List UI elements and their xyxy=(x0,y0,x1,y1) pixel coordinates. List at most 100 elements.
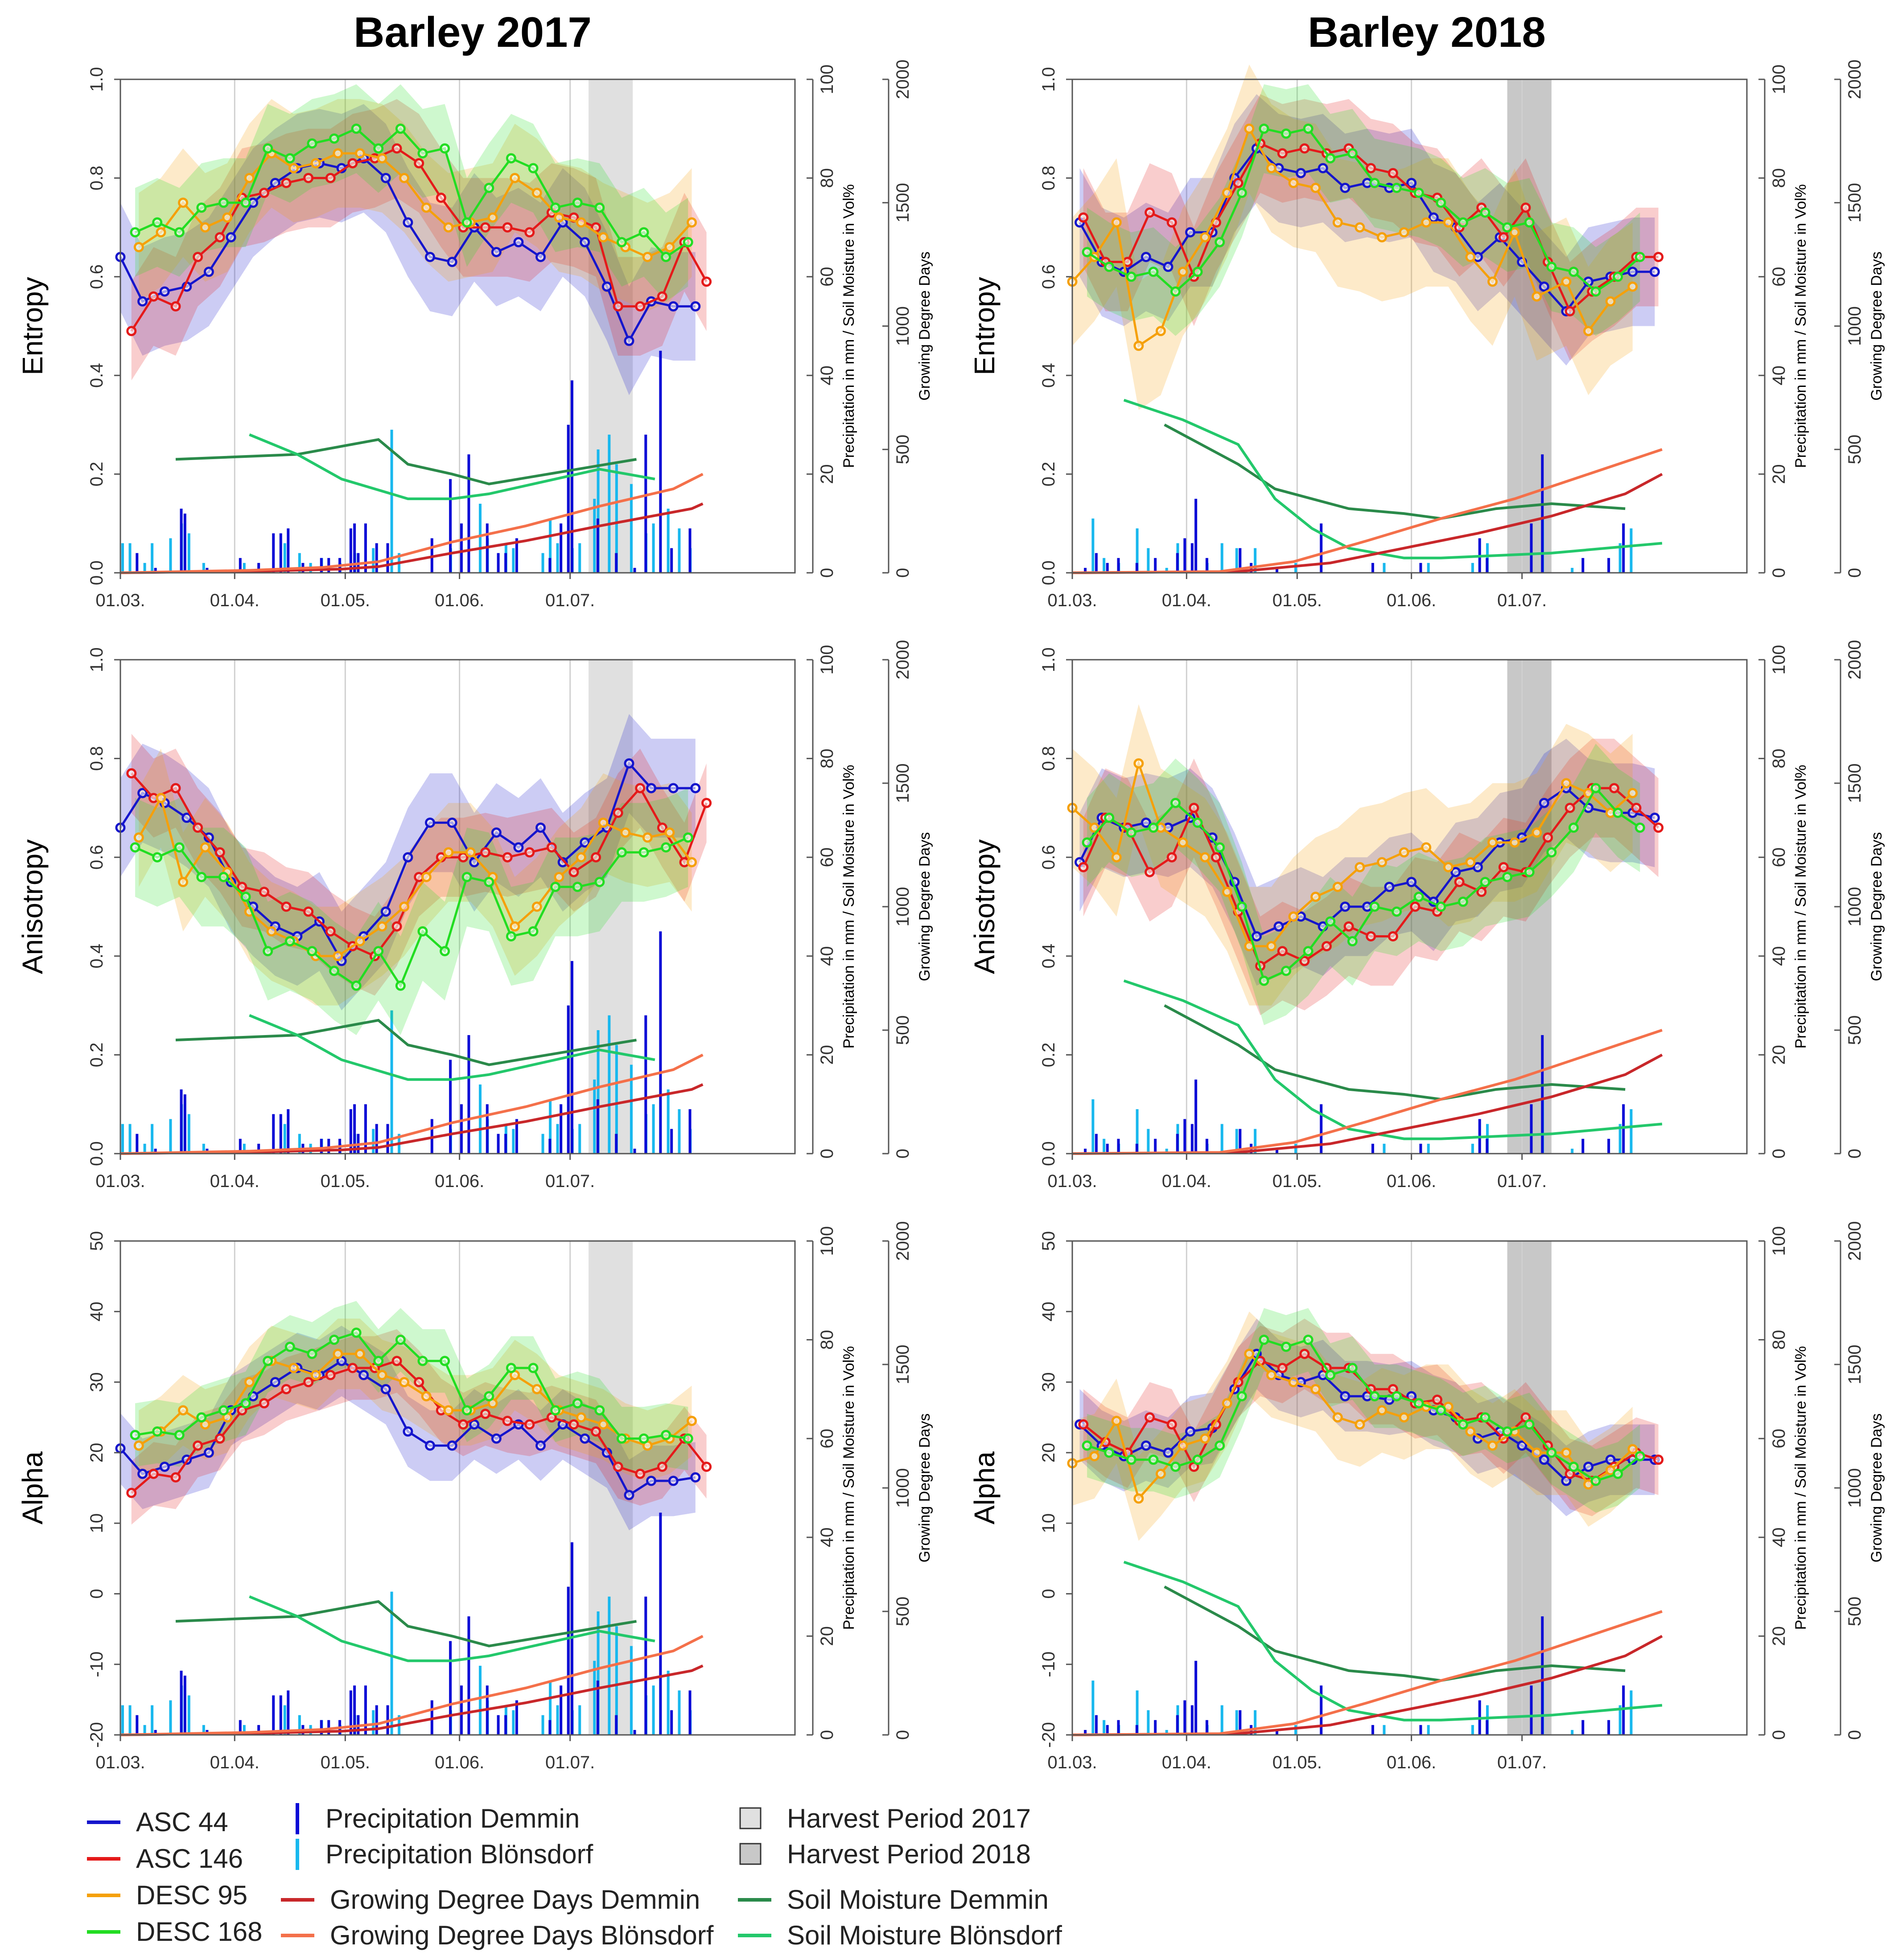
asc146-point xyxy=(1233,177,1244,188)
precip-demmin-bar xyxy=(353,523,356,573)
legend-swatch-precip-blonsdorf xyxy=(296,1839,299,1870)
asc146-point xyxy=(325,926,336,937)
asc146-point xyxy=(1343,921,1354,932)
asc44-point xyxy=(1406,877,1417,888)
tertiary-tick-label: 0 xyxy=(893,568,913,578)
desc95-uncertainty-band xyxy=(1072,704,1633,1006)
precip-demmin-bar xyxy=(1095,1134,1098,1154)
y-tick-label: 0.6 xyxy=(87,264,107,289)
precip-blonsdorf-bar xyxy=(478,504,482,573)
precip-demmin-bar xyxy=(560,523,563,573)
precip-demmin-bar xyxy=(320,1138,323,1154)
tertiary-tick-label: 500 xyxy=(893,1015,913,1045)
precip-blonsdorf-bar xyxy=(1427,1725,1430,1735)
desc95-point xyxy=(687,1416,697,1426)
precip-demmin-bar xyxy=(1154,558,1157,573)
tertiary-tick-label: 0 xyxy=(1845,1730,1865,1740)
desc168-point xyxy=(1413,892,1424,902)
secondary-axis-label: Precipitation in mm / Soil Moisture in V… xyxy=(1792,1346,1809,1630)
desc95-point xyxy=(1310,892,1321,902)
secondary-tick-label: 80 xyxy=(1769,1330,1789,1350)
asc44-point xyxy=(690,1472,701,1483)
precip-blonsdorf-bar xyxy=(1220,543,1223,573)
precip-blonsdorf-bar xyxy=(597,449,600,573)
desc95-point xyxy=(1421,842,1432,853)
precip-demmin-bar xyxy=(460,1104,463,1154)
desc168-point xyxy=(1524,867,1535,877)
desc168-point xyxy=(440,1356,450,1366)
precip-demmin-bar xyxy=(1581,1720,1585,1735)
panel-3: 0.0 0.2 0.4 0.6 0.8 1.0 Anisotropy 01.03. 01.04.… xyxy=(16,640,933,1191)
desc95-point xyxy=(1111,852,1122,863)
secondary-tick-label: 20 xyxy=(1769,1626,1789,1646)
y-tick-label: 30 xyxy=(87,1372,107,1392)
precip-demmin-bar xyxy=(287,528,290,573)
precip-demmin-bar xyxy=(1530,523,1533,573)
precip-demmin-bar xyxy=(239,558,242,573)
y-tick-label: 0.6 xyxy=(1039,264,1058,289)
asc146-point xyxy=(524,227,535,238)
tertiary-axis-label: Growing Degree Days xyxy=(1868,1414,1885,1562)
precip-demmin-bar xyxy=(644,435,647,573)
desc168-point xyxy=(130,1430,140,1440)
asc146-point xyxy=(1520,202,1531,213)
asc44-point xyxy=(580,837,590,848)
precip-blonsdorf-bar xyxy=(1165,1148,1168,1154)
asc44-point xyxy=(624,758,634,769)
asc146-point xyxy=(303,1377,314,1388)
precip-demmin-bar xyxy=(1622,1104,1625,1154)
precip-blonsdorf-bar xyxy=(187,533,190,573)
asc44-point xyxy=(668,301,679,312)
desc168-point xyxy=(307,138,317,149)
asc146-point xyxy=(1211,852,1221,863)
precip-blonsdorf-bar xyxy=(1427,1143,1430,1154)
precip-demmin-bar xyxy=(1176,553,1179,573)
precip-blonsdorf-bar xyxy=(372,548,375,573)
desc95-point xyxy=(1465,1426,1476,1437)
desc95-point xyxy=(1376,232,1387,242)
desc168-point xyxy=(1613,1468,1623,1479)
tertiary-tick-label: 2000 xyxy=(893,640,913,680)
precip-demmin-bar xyxy=(349,1690,352,1735)
desc95-point xyxy=(1133,1493,1144,1504)
desc168-point xyxy=(1215,1440,1225,1451)
precip-demmin-bar xyxy=(1607,1720,1610,1735)
x-tick-label: 01.04. xyxy=(1162,1171,1211,1191)
desc168-point xyxy=(196,872,207,883)
desc168-point xyxy=(329,1335,340,1345)
secondary-tick-label: 0 xyxy=(1769,1149,1789,1159)
desc95-point xyxy=(266,926,277,937)
desc168-point xyxy=(1303,946,1314,957)
y-axis-label: Entropy xyxy=(968,277,1001,375)
secondary-tick-label: 100 xyxy=(1769,65,1789,95)
desc168-uncertainty-band xyxy=(1087,744,1640,1025)
desc168-point xyxy=(1104,813,1115,823)
asc44-point xyxy=(1649,267,1660,277)
tertiary-axis-label: Growing Degree Days xyxy=(916,1414,933,1562)
plot-frame xyxy=(119,78,796,574)
asc44-point xyxy=(668,783,679,793)
desc95-point xyxy=(1178,267,1188,277)
y-axis-label: Anisotropy xyxy=(16,839,49,974)
desc168-point xyxy=(174,842,185,853)
asc146-point xyxy=(436,193,446,203)
precip-demmin-bar xyxy=(1106,1143,1109,1154)
y-tick-label: 40 xyxy=(87,1302,107,1322)
tertiary-tick-label: 1000 xyxy=(893,1468,913,1508)
asc44-point xyxy=(270,1377,280,1388)
asc146-point xyxy=(214,847,225,858)
asc146-point xyxy=(1498,862,1509,872)
secondary-tick-label: 40 xyxy=(1769,366,1789,386)
precip-demmin-bar xyxy=(615,1715,618,1735)
precip-blonsdorf-bar xyxy=(667,509,670,573)
precip-blonsdorf-bar xyxy=(243,1725,246,1735)
precip-blonsdorf-bar xyxy=(1103,558,1106,573)
desc168-point xyxy=(1480,1412,1491,1423)
desc168-point xyxy=(1236,901,1247,912)
precip-blonsdorf-bar xyxy=(1235,1710,1238,1735)
precip-demmin-bar xyxy=(497,1715,500,1735)
secondary-tick-label: 40 xyxy=(1769,946,1789,966)
desc168-point xyxy=(1082,837,1092,848)
desc168-point xyxy=(329,966,340,976)
desc95-point xyxy=(510,921,520,932)
